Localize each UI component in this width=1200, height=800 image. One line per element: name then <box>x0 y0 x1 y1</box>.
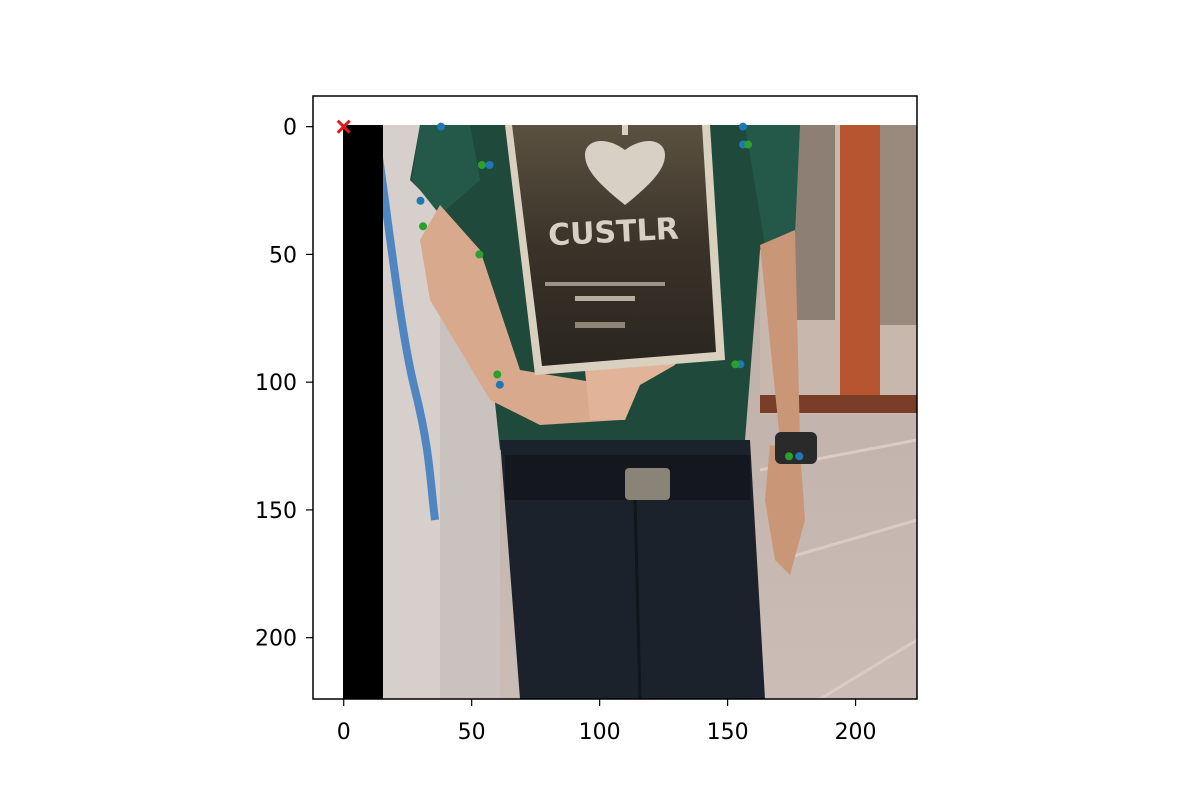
x-axis-ticks: 0 50 100 150 200 <box>337 699 877 745</box>
scatter-point-series-1 <box>785 452 794 461</box>
x-marker <box>336 119 351 134</box>
scatter-point-series-1 <box>477 160 486 169</box>
x-tick-label: 200 <box>835 720 877 745</box>
x-tick-label: 150 <box>707 720 749 745</box>
scatter-point-series-0 <box>795 452 804 461</box>
y-tick-label: 200 <box>255 627 297 652</box>
scatter-point-series-0 <box>436 122 445 131</box>
scatter-point-series-1 <box>731 360 740 369</box>
scatter-markers <box>336 119 804 461</box>
scatter-point-series-0 <box>495 380 504 389</box>
scatter-point-series-1 <box>475 250 484 259</box>
scatter-point-series-0 <box>416 196 425 205</box>
background-photo: CUSTLR <box>343 125 917 699</box>
x-tick-label: 50 <box>458 720 486 745</box>
scatter-point-series-0 <box>485 160 494 169</box>
y-tick-label: 150 <box>255 499 297 524</box>
scatter-point-series-0 <box>738 122 747 131</box>
scatter-point-series-1 <box>493 370 502 379</box>
x-tick-label: 0 <box>337 720 351 745</box>
y-tick-label: 50 <box>269 243 297 268</box>
y-axis-ticks: 0 50 100 150 200 <box>255 116 313 652</box>
axes-frame <box>312 95 918 700</box>
y-tick-label: 0 <box>283 116 297 141</box>
scatter-point-series-1 <box>744 140 753 149</box>
scatter-point-series-1 <box>419 222 428 231</box>
sign-text: CUSTLR <box>547 212 679 254</box>
x-tick-label: 100 <box>579 720 621 745</box>
y-tick-label: 100 <box>255 371 297 396</box>
